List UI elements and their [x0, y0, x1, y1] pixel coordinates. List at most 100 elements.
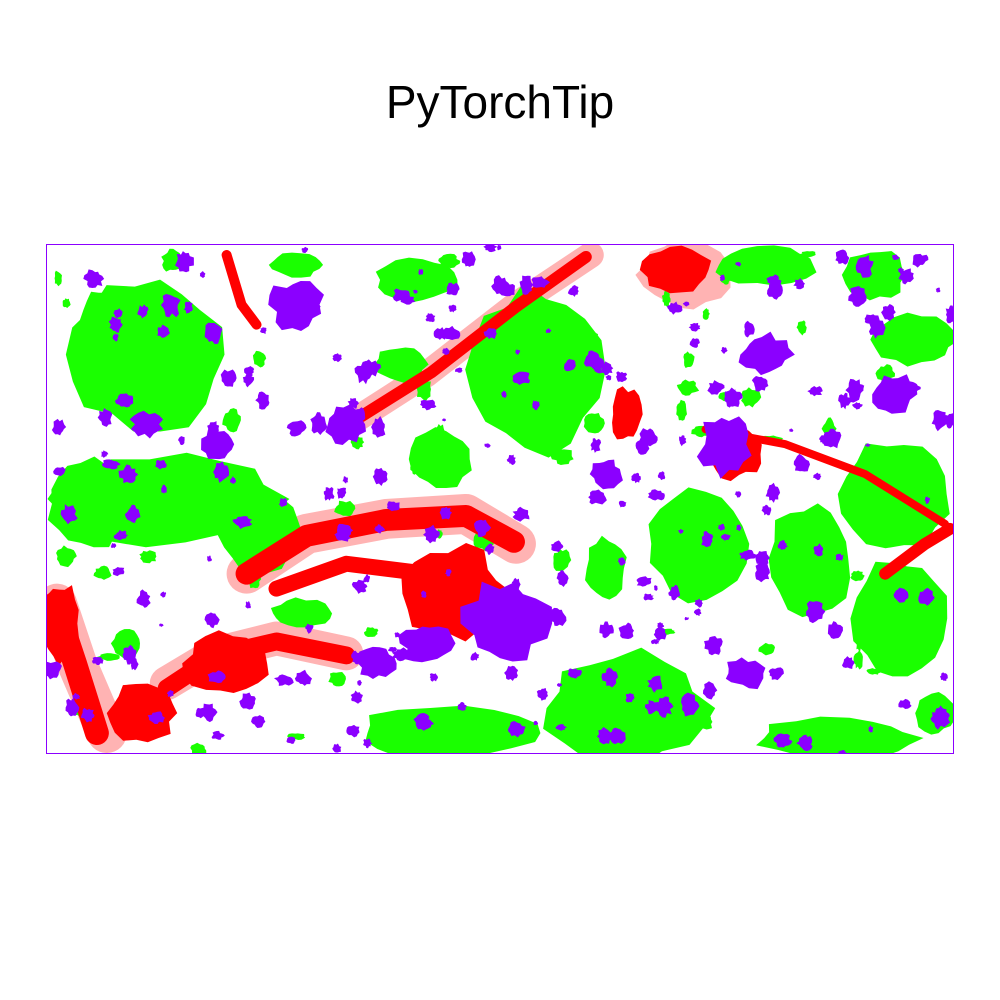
purple-speck [755, 550, 770, 567]
purple-speck [388, 647, 398, 652]
purple-speck [684, 617, 689, 621]
purple-speck [930, 708, 951, 730]
purple-speck [717, 523, 725, 531]
purple-speck [504, 665, 519, 681]
purple-speck [323, 487, 335, 501]
green-speck [661, 290, 671, 308]
green-speck [875, 364, 896, 383]
purple-speck [631, 472, 641, 484]
purple-speck [83, 269, 105, 289]
purple-speck [864, 443, 871, 447]
purple-speck [418, 268, 424, 275]
purple-speck [357, 679, 363, 686]
purple-speck [532, 400, 540, 411]
purple-region [201, 427, 235, 460]
green-region [270, 597, 333, 628]
green-speck [476, 365, 492, 385]
green-speck [913, 485, 927, 500]
purple-speck [353, 407, 366, 423]
green-region [850, 561, 948, 677]
purple-speck [855, 254, 874, 278]
green-speck [697, 711, 713, 730]
purple-speck [943, 413, 953, 429]
purple-speck [442, 347, 450, 355]
purple-speck [918, 587, 935, 606]
purple-speck [391, 647, 412, 662]
purple-speck [336, 523, 354, 538]
green-speck [889, 508, 914, 521]
purple-region [589, 459, 623, 490]
green-speck [741, 387, 762, 408]
purple-speck [639, 428, 658, 447]
purple-speck [110, 543, 117, 549]
purple-region [725, 657, 766, 690]
red-region-layer [47, 245, 953, 746]
purple-speck [113, 308, 123, 319]
green-speck [799, 251, 816, 259]
purple-speck [773, 733, 793, 748]
purple-speck [813, 543, 824, 557]
purple-speck [425, 313, 436, 323]
purple-speck [643, 593, 654, 601]
purple-speck [211, 730, 225, 740]
purple-speck [893, 587, 909, 603]
purple-speck [230, 476, 237, 484]
purple-speck [65, 697, 80, 717]
purple-speck [394, 631, 400, 638]
green-region [408, 427, 472, 489]
purple-speck [702, 681, 718, 700]
purple-speck [841, 656, 855, 670]
purple-speck [601, 667, 618, 688]
purple-speck [653, 696, 674, 718]
purple-speck [557, 682, 563, 687]
purple-speck [679, 435, 687, 447]
purple-speck [294, 669, 313, 686]
purple-speck [72, 692, 81, 700]
purple-speck [617, 557, 626, 566]
purple-speck [813, 472, 822, 481]
purple-speck [793, 277, 805, 290]
purple-speck [939, 672, 948, 681]
green-speck [93, 565, 112, 580]
red-region [47, 585, 79, 667]
purple-speck [625, 693, 635, 703]
purple-speck [545, 328, 552, 333]
green-speck [190, 742, 207, 753]
purple-speck [550, 540, 564, 553]
red-region [639, 245, 712, 294]
purple-speck [497, 608, 517, 622]
green-speck [438, 253, 461, 269]
purple-speck [650, 638, 660, 645]
green-speck [227, 534, 240, 551]
purple-speck [528, 605, 535, 613]
purple-speck [898, 698, 912, 709]
purple-speck [53, 466, 66, 477]
purple-speck [160, 591, 167, 598]
purple-speck [501, 390, 507, 398]
red-band [879, 522, 953, 580]
purple-speck [166, 690, 174, 698]
purple-region [268, 281, 324, 332]
page-title: PyTorchTip [385, 76, 615, 128]
purple-speck [347, 398, 359, 410]
purple-speck [807, 385, 823, 397]
purple-speck [454, 367, 463, 373]
green-speck [166, 399, 188, 415]
purple-speck [789, 428, 794, 432]
green-speck [758, 642, 775, 656]
purple-speck [301, 246, 309, 254]
purple-speck [735, 261, 742, 267]
green-speck [853, 650, 863, 670]
purple-speck [448, 304, 457, 313]
purple-speck [892, 254, 900, 261]
purple-speck [346, 724, 360, 738]
purple-speck [354, 360, 374, 385]
green-region [374, 347, 429, 384]
purple-speck [483, 245, 498, 253]
purple-region [696, 416, 752, 479]
purple-speck [461, 251, 476, 267]
purple-speck [245, 600, 251, 609]
purple-speck [567, 285, 579, 297]
purple-speck [835, 249, 850, 265]
purple-speck [497, 245, 502, 251]
